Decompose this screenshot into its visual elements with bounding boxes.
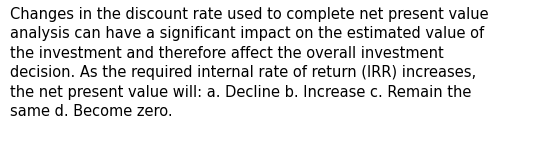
Text: Changes in the discount rate used to complete net present value
analysis can hav: Changes in the discount rate used to com… [10,7,489,119]
